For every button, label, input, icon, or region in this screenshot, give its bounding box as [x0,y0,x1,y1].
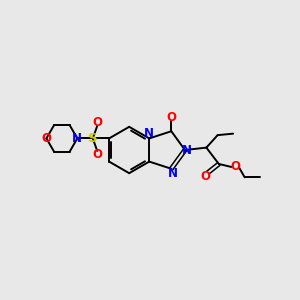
Text: N: N [72,132,82,145]
Text: O: O [230,160,240,173]
Text: S: S [88,132,98,145]
Text: N: N [168,167,178,180]
Text: O: O [166,111,176,124]
Text: O: O [92,116,102,129]
Text: N: N [144,127,154,140]
Text: O: O [200,170,210,183]
Text: O: O [92,148,102,161]
Text: O: O [41,132,51,145]
Text: N: N [182,143,192,157]
